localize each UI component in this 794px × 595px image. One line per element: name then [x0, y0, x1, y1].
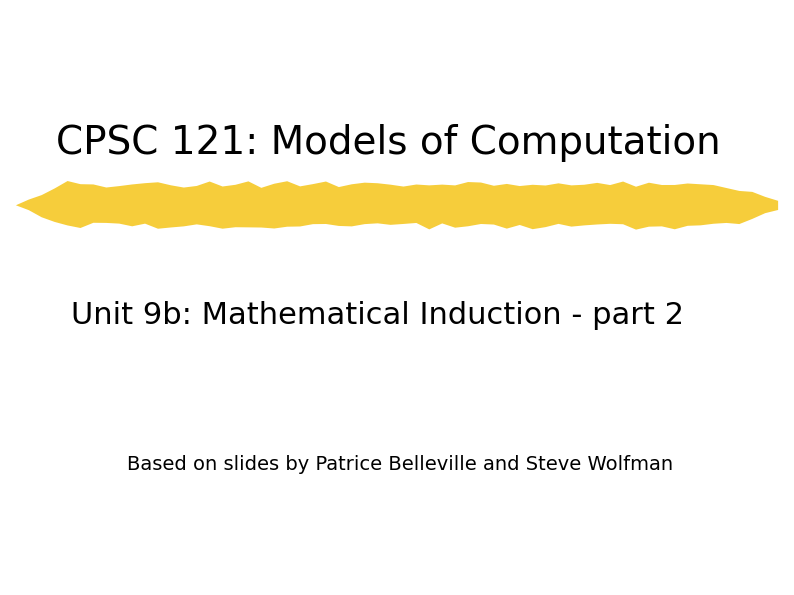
Text: CPSC 121: Models of Computation: CPSC 121: Models of Computation — [56, 124, 720, 162]
Text: Unit 9b: Mathematical Induction - part 2: Unit 9b: Mathematical Induction - part 2 — [71, 301, 684, 330]
Text: Based on slides by Patrice Belleville and Steve Wolfman: Based on slides by Patrice Belleville an… — [127, 455, 673, 474]
Polygon shape — [16, 181, 778, 230]
